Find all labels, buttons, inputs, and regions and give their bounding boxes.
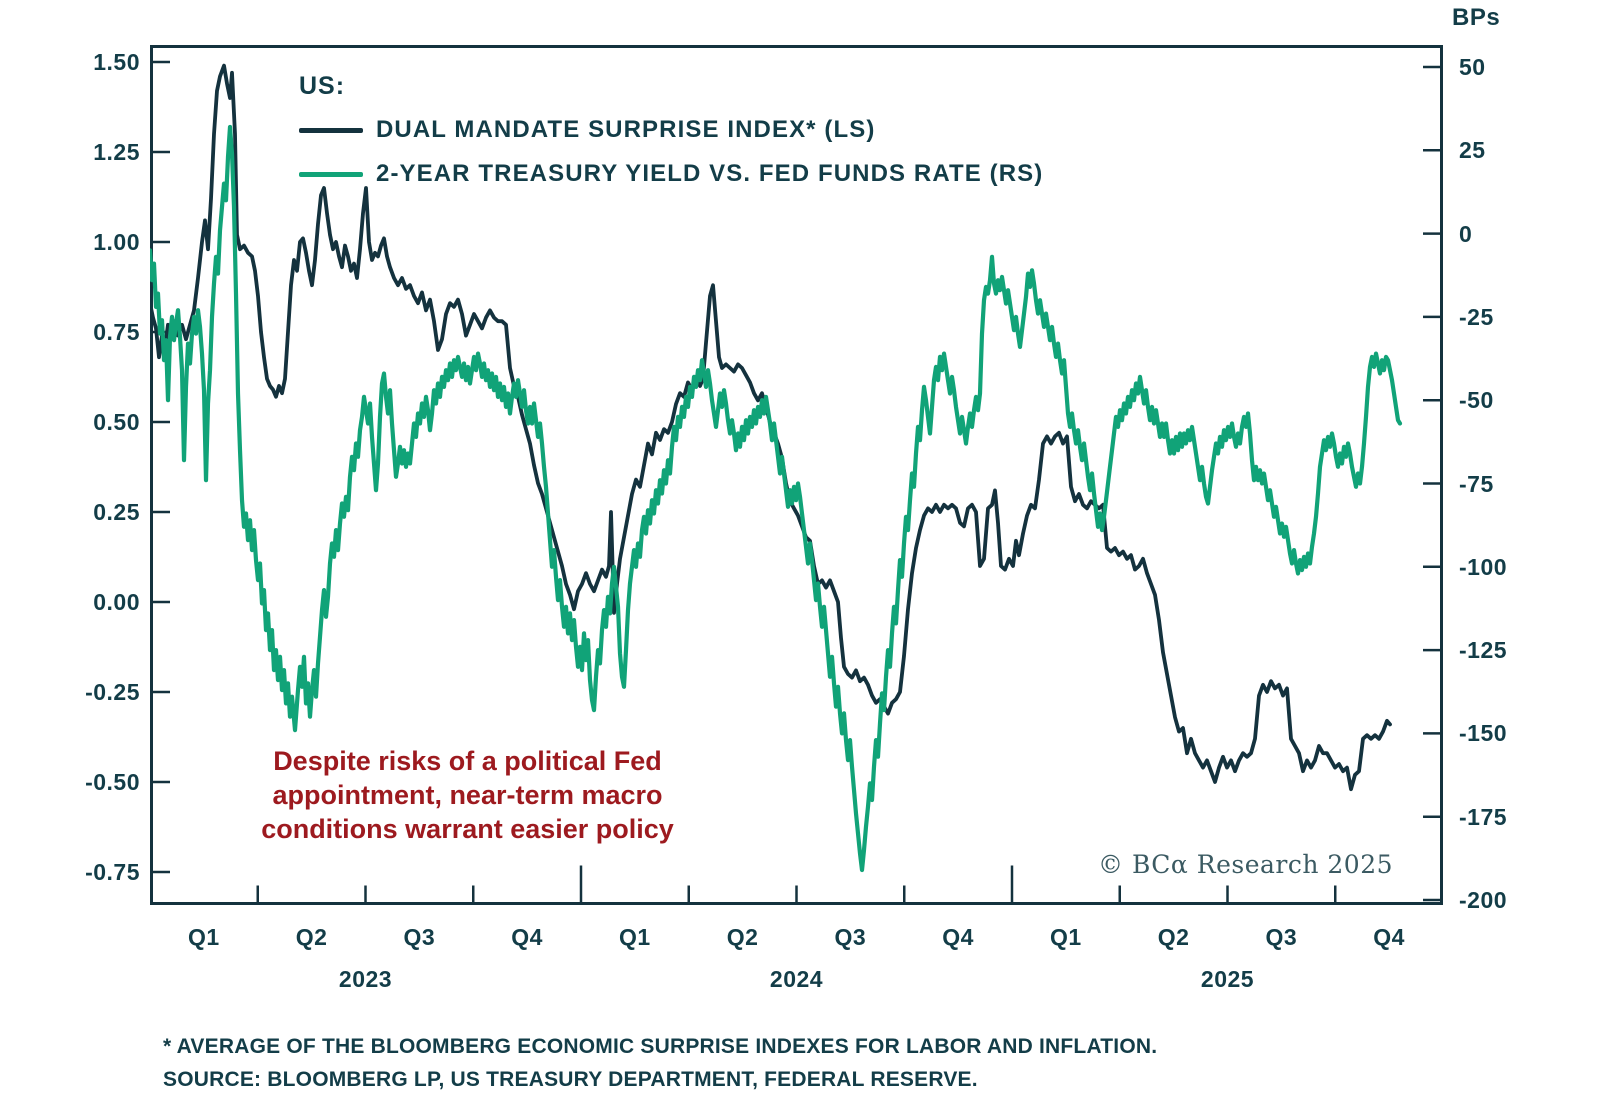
left-axis-tick-label: -0.75 <box>85 859 140 885</box>
footnote-line-2: SOURCE: BLOOMBERG LP, US TREASURY DEPART… <box>163 1068 978 1091</box>
footnote: * AVERAGE OF THE BLOOMBERG ECONOMIC SURP… <box>163 1030 1157 1096</box>
x-axis-year-label: 2025 <box>1200 966 1255 992</box>
legend-label-dual-mandate: DUAL MANDATE SURPRISE INDEX* (LS) <box>376 116 876 143</box>
right-axis-tick-label: -50 <box>1459 387 1494 414</box>
legend-item-dual-mandate: DUAL MANDATE SURPRISE INDEX* (LS) <box>299 115 1043 145</box>
right-axis-tick-label: 0 <box>1459 220 1473 247</box>
x-axis-quarter-label: Q2 <box>295 924 328 950</box>
x-axis-quarter-label: Q2 <box>1157 924 1190 950</box>
x-axis-quarter-label: Q4 <box>511 924 543 950</box>
dual-mandate-surprise-index-line <box>150 63 1392 792</box>
legend-item-treasury-fed-funds: 2-YEAR TREASURY YIELD VS. FED FUNDS RATE… <box>299 159 1043 189</box>
legend: US: DUAL MANDATE SURPRISE INDEX* (LS) 2-… <box>299 72 1043 189</box>
x-axis-quarter-label: Q1 <box>188 924 220 950</box>
x-axis-quarter-label: Q3 <box>403 924 436 950</box>
right-axis-tick-label: -100 <box>1459 553 1508 580</box>
annotation-line-2: appointment, near-term macro <box>272 780 663 810</box>
right-axis-title: BPs <box>1452 4 1501 31</box>
annotation-line-3: conditions warrant easier policy <box>261 814 674 844</box>
x-axis-quarter-label: Q3 <box>1265 924 1298 950</box>
annotation-line-1: Despite risks of a political Fed <box>273 746 662 776</box>
plot-area <box>150 45 1443 905</box>
left-axis-tick-label: 0.25 <box>93 499 140 525</box>
treasury-vs-fed-funds-line <box>150 124 1403 873</box>
copyright-text: © BCα Research 2025 <box>1098 850 1394 879</box>
left-axis-tick-label: 1.00 <box>93 229 140 255</box>
teal-line-swatch-icon <box>299 171 363 177</box>
right-axis-tick-label: -125 <box>1459 637 1508 664</box>
x-axis-quarter-label: Q1 <box>619 924 651 950</box>
x-axis-quarter-label: Q1 <box>1050 924 1082 950</box>
right-axis-tick-label: 50 <box>1459 54 1486 80</box>
left-axis-tick-label: -0.25 <box>85 679 140 705</box>
left-axis-tick-label: 0.50 <box>93 409 140 435</box>
left-axis-tick-label: 0.00 <box>93 589 140 615</box>
right-axis-tick-label: -25 <box>1459 303 1494 330</box>
x-axis-quarter-label: Q3 <box>834 924 867 950</box>
left-axis-tick-label: -0.50 <box>85 769 140 795</box>
right-axis-tick-label: -175 <box>1459 803 1508 830</box>
x-axis-quarter-label: Q4 <box>1373 924 1405 950</box>
legend-header: US: <box>299 72 346 100</box>
x-axis-quarter-label: Q4 <box>942 924 974 950</box>
right-axis-tick-label: -150 <box>1459 720 1508 747</box>
x-axis-year-label: 2023 <box>338 966 393 992</box>
left-axis-tick-label: 1.25 <box>93 139 140 165</box>
x-axis-quarter-label: Q2 <box>726 924 759 950</box>
x-axis-year-label: 2024 <box>769 966 824 992</box>
left-axis-tick-label: 1.50 <box>93 49 140 75</box>
right-axis-tick-label: 25 <box>1459 137 1486 164</box>
legend-label-treasury-fed-funds: 2-YEAR TREASURY YIELD VS. FED FUNDS RATE… <box>376 160 1044 187</box>
annotation-text: Despite risks of a political Fed appoint… <box>205 744 730 846</box>
navy-line-swatch-icon <box>299 127 363 133</box>
right-axis-tick-label: -200 <box>1459 887 1508 913</box>
left-axis-tick-label: 0.75 <box>93 319 140 345</box>
right-axis-tick-label: -75 <box>1459 470 1494 497</box>
footnote-line-1: * AVERAGE OF THE BLOOMBERG ECONOMIC SURP… <box>163 1035 1158 1058</box>
